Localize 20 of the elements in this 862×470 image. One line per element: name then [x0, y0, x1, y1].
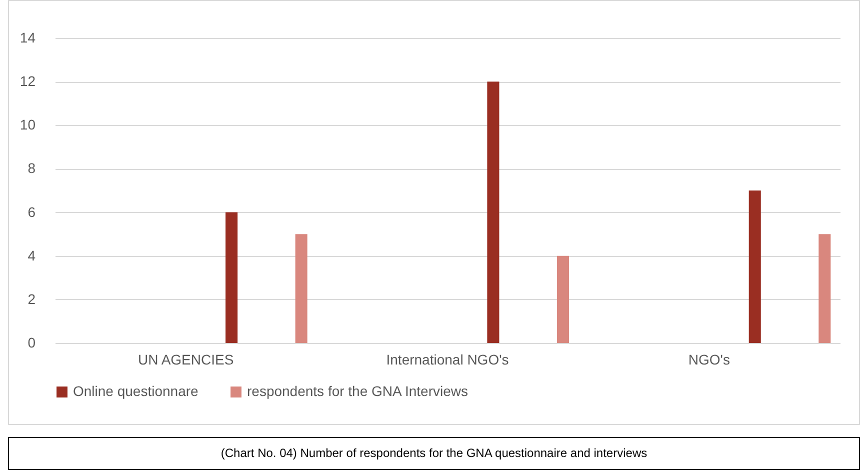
x-tick-label: UN AGENCIES: [138, 352, 234, 368]
y-tick-label: 6: [28, 204, 36, 220]
y-tick-label: 2: [28, 290, 36, 307]
y-tick-label: 0: [28, 334, 36, 350]
y-tick-label: 4: [28, 247, 36, 264]
y-tick-label: 12: [20, 73, 36, 90]
x-tick-label: NGO's: [688, 352, 730, 368]
y-tick-label: 8: [28, 160, 36, 176]
bar: [226, 212, 238, 343]
bar: [487, 82, 500, 343]
bar: [748, 190, 761, 343]
bar: [295, 234, 308, 343]
legend-label: Online questionnare: [73, 383, 199, 399]
x-tick-label: International NGO's: [386, 352, 509, 368]
y-tick-label: 14: [20, 30, 36, 46]
bar: [818, 234, 831, 343]
legend-label: respondents for the GNA Interviews: [247, 383, 468, 399]
y-tick-label: 10: [20, 116, 36, 133]
bar: [556, 256, 569, 343]
text: (Chart No. 04) Number of respondents for the GNA questionnaire and interviews: [8, 437, 860, 470]
